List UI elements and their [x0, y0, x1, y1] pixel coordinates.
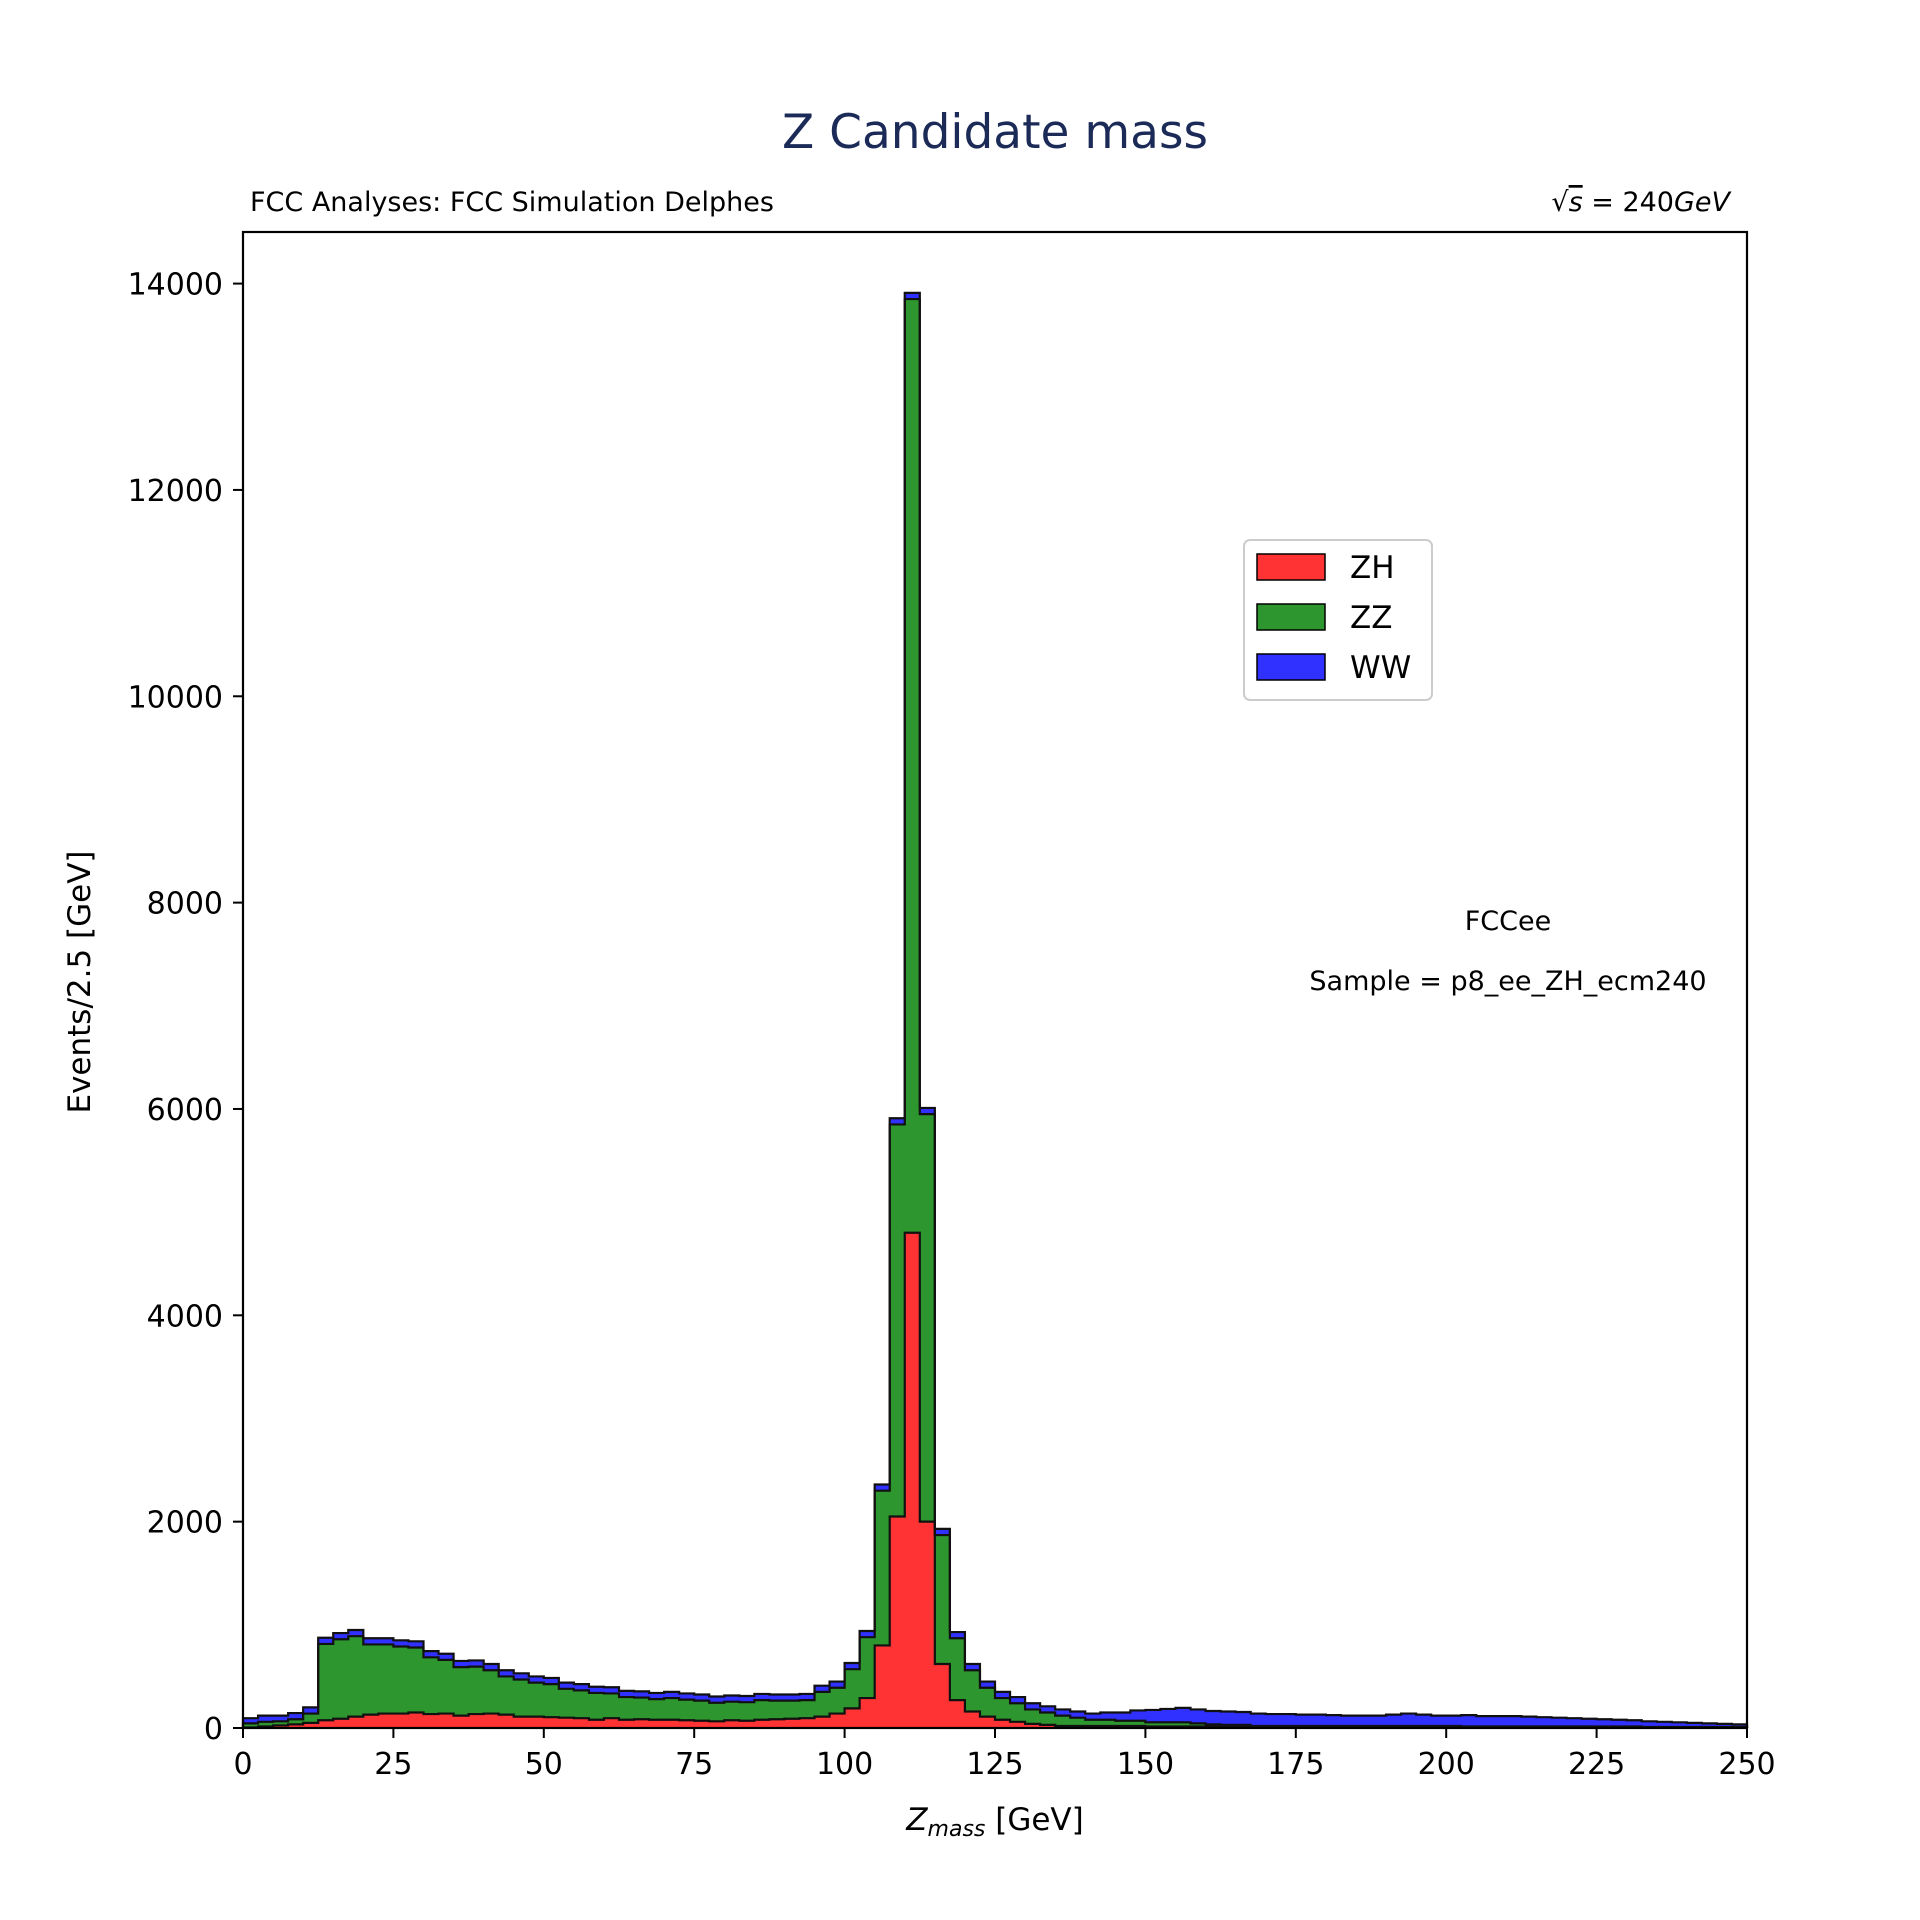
- y-axis-ticks: 0 2000 4000 6000 8000 10000 12000 14000: [128, 268, 243, 1747]
- sqrt-symbol: √: [1551, 187, 1569, 218]
- x-tick-label: 0: [233, 1747, 252, 1782]
- legend-swatch-zh: [1256, 553, 1326, 581]
- x-tick-label: 100: [816, 1747, 873, 1782]
- energy-unit: GeV: [1674, 187, 1733, 218]
- y-tick-label: 6000: [147, 1093, 223, 1128]
- annotation-sample: Sample = p8_ee_ZH_ecm240: [1309, 966, 1706, 997]
- legend-swatch-zz: [1256, 603, 1326, 631]
- x-axis-label-symbol: Z: [905, 1802, 928, 1838]
- sqrt-s-symbol: s: [1569, 187, 1583, 218]
- y-tick-label: 10000: [128, 680, 223, 715]
- legend: ZH ZZ WW: [1243, 539, 1433, 701]
- chart-title: Z Candidate mass: [782, 105, 1208, 160]
- x-tick-label: 50: [525, 1747, 563, 1782]
- histogram-layer-ww: [243, 292, 1747, 1727]
- x-tick-label: 75: [675, 1747, 713, 1782]
- chart-subtitle-right: √s = 240GeV: [1551, 187, 1732, 218]
- x-tick-label: 25: [374, 1747, 412, 1782]
- x-tick-label: 125: [966, 1747, 1023, 1782]
- histogram-outline-zh: [241, 1231, 1749, 1729]
- plot-frame: [241, 230, 1749, 1730]
- x-axis-label-unit: [GeV]: [985, 1802, 1083, 1838]
- legend-label-ww: WW: [1350, 650, 1411, 686]
- histogram-layer-zz: [243, 299, 1747, 1728]
- histogram-layer-zh: [243, 1232, 1747, 1728]
- histogram-outline-zz: [241, 297, 1749, 1729]
- energy-value: = 240: [1583, 187, 1674, 218]
- histogram-bars: [241, 291, 1749, 1729]
- x-tick-label: 150: [1117, 1747, 1174, 1782]
- y-tick-label: 0: [204, 1712, 223, 1747]
- x-axis-ticks: 0 25 50 75 100 125 150 175 200 225 250: [233, 1728, 1776, 1782]
- legend-swatch-ww: [1256, 653, 1326, 681]
- x-axis-label-subscript: mass: [928, 1817, 986, 1842]
- x-axis-label: Zmass [GeV]: [905, 1802, 1083, 1842]
- x-tick-label: 250: [1718, 1747, 1775, 1782]
- histogram-outline-ww: [241, 291, 1749, 1728]
- y-tick-label: 4000: [147, 1299, 223, 1334]
- chart-subtitle-left: FCC Analyses: FCC Simulation Delphes: [250, 187, 774, 218]
- x-tick-label: 200: [1418, 1747, 1475, 1782]
- legend-label-zh: ZH: [1350, 550, 1395, 586]
- x-tick-label: 225: [1568, 1747, 1625, 1782]
- x-tick-label: 175: [1267, 1747, 1324, 1782]
- y-tick-label: 8000: [147, 887, 223, 922]
- annotation-fccee: FCCee: [1465, 906, 1551, 937]
- y-axis-label: Events/2.5 [GeV]: [62, 850, 98, 1113]
- legend-label-zz: ZZ: [1350, 600, 1392, 636]
- y-tick-label: 14000: [128, 268, 223, 303]
- y-tick-label: 12000: [128, 474, 223, 509]
- y-tick-label: 2000: [147, 1506, 223, 1541]
